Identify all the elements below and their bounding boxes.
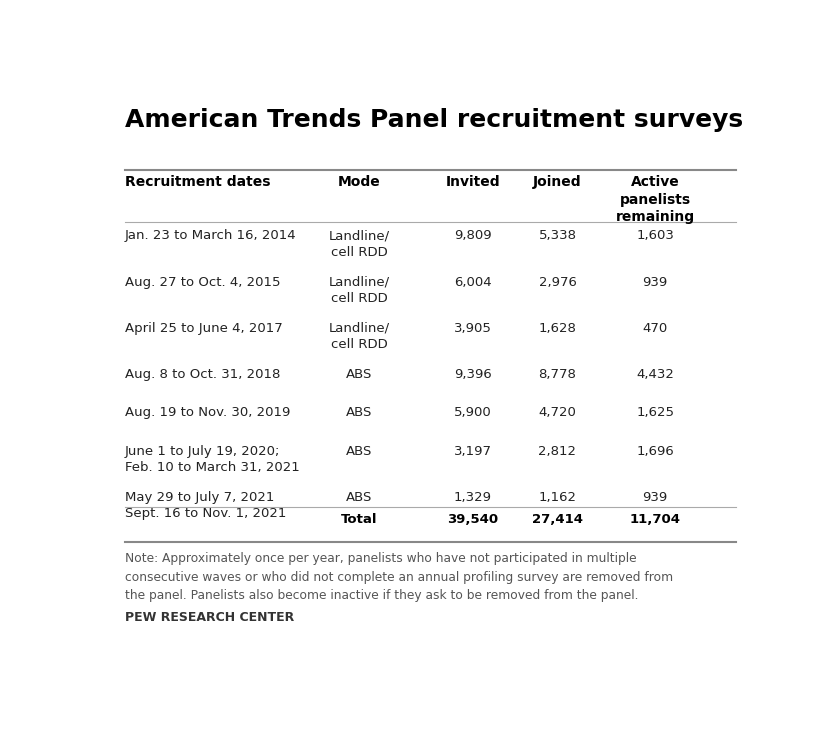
Text: Aug. 27 to Oct. 4, 2015: Aug. 27 to Oct. 4, 2015: [124, 275, 280, 288]
Text: Aug. 19 to Nov. 30, 2019: Aug. 19 to Nov. 30, 2019: [124, 406, 290, 419]
Text: 27,414: 27,414: [532, 513, 583, 526]
Text: 1,603: 1,603: [636, 229, 674, 242]
Text: PEW RESEARCH CENTER: PEW RESEARCH CENTER: [124, 611, 294, 624]
Text: 1,696: 1,696: [636, 444, 674, 458]
Text: Landline/
cell RDD: Landline/ cell RDD: [328, 275, 390, 305]
Text: 470: 470: [643, 322, 668, 335]
Text: 5,338: 5,338: [538, 229, 576, 242]
Text: ABS: ABS: [346, 368, 372, 381]
Text: 8,778: 8,778: [538, 368, 576, 381]
Text: 1,625: 1,625: [636, 406, 674, 419]
Text: 5,900: 5,900: [454, 406, 491, 419]
Text: Landline/
cell RDD: Landline/ cell RDD: [328, 322, 390, 351]
Text: 4,720: 4,720: [538, 406, 576, 419]
Text: Note: Approximately once per year, panelists who have not participated in multip: Note: Approximately once per year, panel…: [124, 552, 673, 602]
Text: Total: Total: [341, 513, 377, 526]
Text: 3,197: 3,197: [454, 444, 491, 458]
Text: May 29 to July 7, 2021
Sept. 16 to Nov. 1, 2021: May 29 to July 7, 2021 Sept. 16 to Nov. …: [124, 491, 286, 520]
Text: ABS: ABS: [346, 444, 372, 458]
Text: 1,329: 1,329: [454, 491, 491, 504]
Text: Active
panelists
remaining: Active panelists remaining: [616, 175, 695, 224]
Text: Jan. 23 to March 16, 2014: Jan. 23 to March 16, 2014: [124, 229, 297, 242]
Text: Joined: Joined: [533, 175, 582, 189]
Text: 3,905: 3,905: [454, 322, 491, 335]
Text: 1,162: 1,162: [538, 491, 576, 504]
Text: 1,628: 1,628: [538, 322, 576, 335]
Text: April 25 to June 4, 2017: April 25 to June 4, 2017: [124, 322, 282, 335]
Text: 9,396: 9,396: [454, 368, 491, 381]
Text: Recruitment dates: Recruitment dates: [124, 175, 270, 189]
Text: 11,704: 11,704: [630, 513, 680, 526]
Text: ABS: ABS: [346, 406, 372, 419]
Text: Aug. 8 to Oct. 31, 2018: Aug. 8 to Oct. 31, 2018: [124, 368, 280, 381]
Text: American Trends Panel recruitment surveys: American Trends Panel recruitment survey…: [124, 108, 743, 132]
Text: ABS: ABS: [346, 491, 372, 504]
Text: 939: 939: [643, 275, 668, 288]
Text: Mode: Mode: [338, 175, 381, 189]
Text: Invited: Invited: [445, 175, 500, 189]
Text: 4,432: 4,432: [636, 368, 674, 381]
Text: 39,540: 39,540: [447, 513, 498, 526]
Text: 2,976: 2,976: [538, 275, 576, 288]
Text: 2,812: 2,812: [538, 444, 576, 458]
Text: June 1 to July 19, 2020;
Feb. 10 to March 31, 2021: June 1 to July 19, 2020; Feb. 10 to Marc…: [124, 444, 299, 474]
Text: 9,809: 9,809: [454, 229, 491, 242]
Text: 939: 939: [643, 491, 668, 504]
Text: 6,004: 6,004: [454, 275, 491, 288]
Text: Landline/
cell RDD: Landline/ cell RDD: [328, 229, 390, 259]
